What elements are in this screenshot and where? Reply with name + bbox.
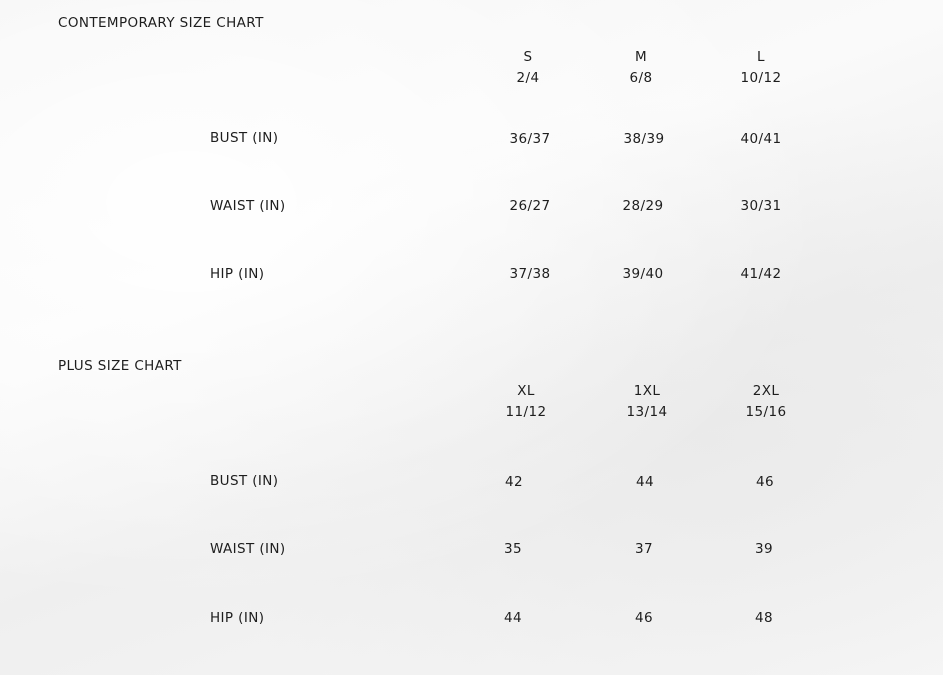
size-header-label: 2XL <box>752 383 780 399</box>
size-header-numeric: 11/12 <box>505 404 547 420</box>
cell: 42 <box>505 474 523 490</box>
size-header-numeric: 6/8 <box>629 70 653 86</box>
size-header-label: M <box>634 49 648 65</box>
cell: 44 <box>636 474 654 490</box>
row-label: BUST (IN) <box>210 473 279 489</box>
row-label: WAIST (IN) <box>210 541 286 557</box>
cell: 30/31 <box>740 198 782 214</box>
cell: 37/38 <box>509 266 551 282</box>
cell: 36/37 <box>509 131 551 147</box>
size-header-label: 1XL <box>633 383 661 399</box>
size-header-numeric: 15/16 <box>745 404 787 420</box>
size-header-numeric: 2/4 <box>516 70 540 86</box>
chart-title: CONTEMPORARY SIZE CHART <box>58 15 264 31</box>
size-header-numeric: 10/12 <box>740 70 782 86</box>
row-label: HIP (IN) <box>210 610 265 626</box>
cell: 48 <box>755 610 773 626</box>
cell: 46 <box>635 610 653 626</box>
cell: 40/41 <box>740 131 782 147</box>
cell: 26/27 <box>509 198 551 214</box>
cell: 41/42 <box>740 266 782 282</box>
cell: 39 <box>755 541 773 557</box>
cell: 28/29 <box>622 198 664 214</box>
row-label: HIP (IN) <box>210 266 265 282</box>
size-header-label: L <box>757 49 765 65</box>
size-header-label: XL <box>517 383 535 399</box>
cell: 39/40 <box>622 266 664 282</box>
chart-title: PLUS SIZE CHART <box>58 358 182 374</box>
row-label: BUST (IN) <box>210 130 279 146</box>
row-label: WAIST (IN) <box>210 198 286 214</box>
cell: 46 <box>756 474 774 490</box>
cell: 37 <box>635 541 653 557</box>
cell: 44 <box>504 610 522 626</box>
cell: 35 <box>504 541 522 557</box>
size-header-numeric: 13/14 <box>626 404 668 420</box>
cell: 38/39 <box>623 131 665 147</box>
size-header-label: S <box>523 49 533 65</box>
